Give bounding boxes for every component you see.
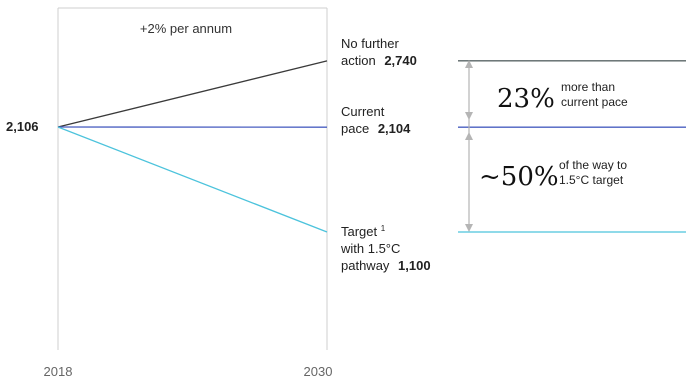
comparison-arrow-head-top <box>465 60 473 68</box>
series-line-target <box>57 126 328 233</box>
comparison-arrow-head-mid-up <box>465 112 473 120</box>
comparison-value-1: 23% <box>497 84 555 114</box>
series-label-current-pace: Current pace 2,104 <box>341 104 411 136</box>
series-label-no-further-action: No further action 2,740 <box>341 36 417 68</box>
comparison-text-1: more than current pace <box>561 80 628 109</box>
comparison-arrow-head-bottom <box>465 224 473 232</box>
growth-annotation: +2% per annum <box>140 21 232 36</box>
series-line-no-further-action <box>57 60 328 128</box>
comparison-value-2: ~50% <box>479 162 559 192</box>
x-tick-label-2018: 2018 <box>44 364 73 379</box>
comparison-arrow-head-mid-down <box>465 132 473 140</box>
series-label-target: Target 1 with 1.5°C pathway 1,100 <box>340 219 431 273</box>
start-value-label: 2,106 <box>6 119 39 134</box>
x-tick-label-2030: 2030 <box>304 364 333 379</box>
comparison-text-2: of the way to 1.5°C target <box>559 158 630 187</box>
